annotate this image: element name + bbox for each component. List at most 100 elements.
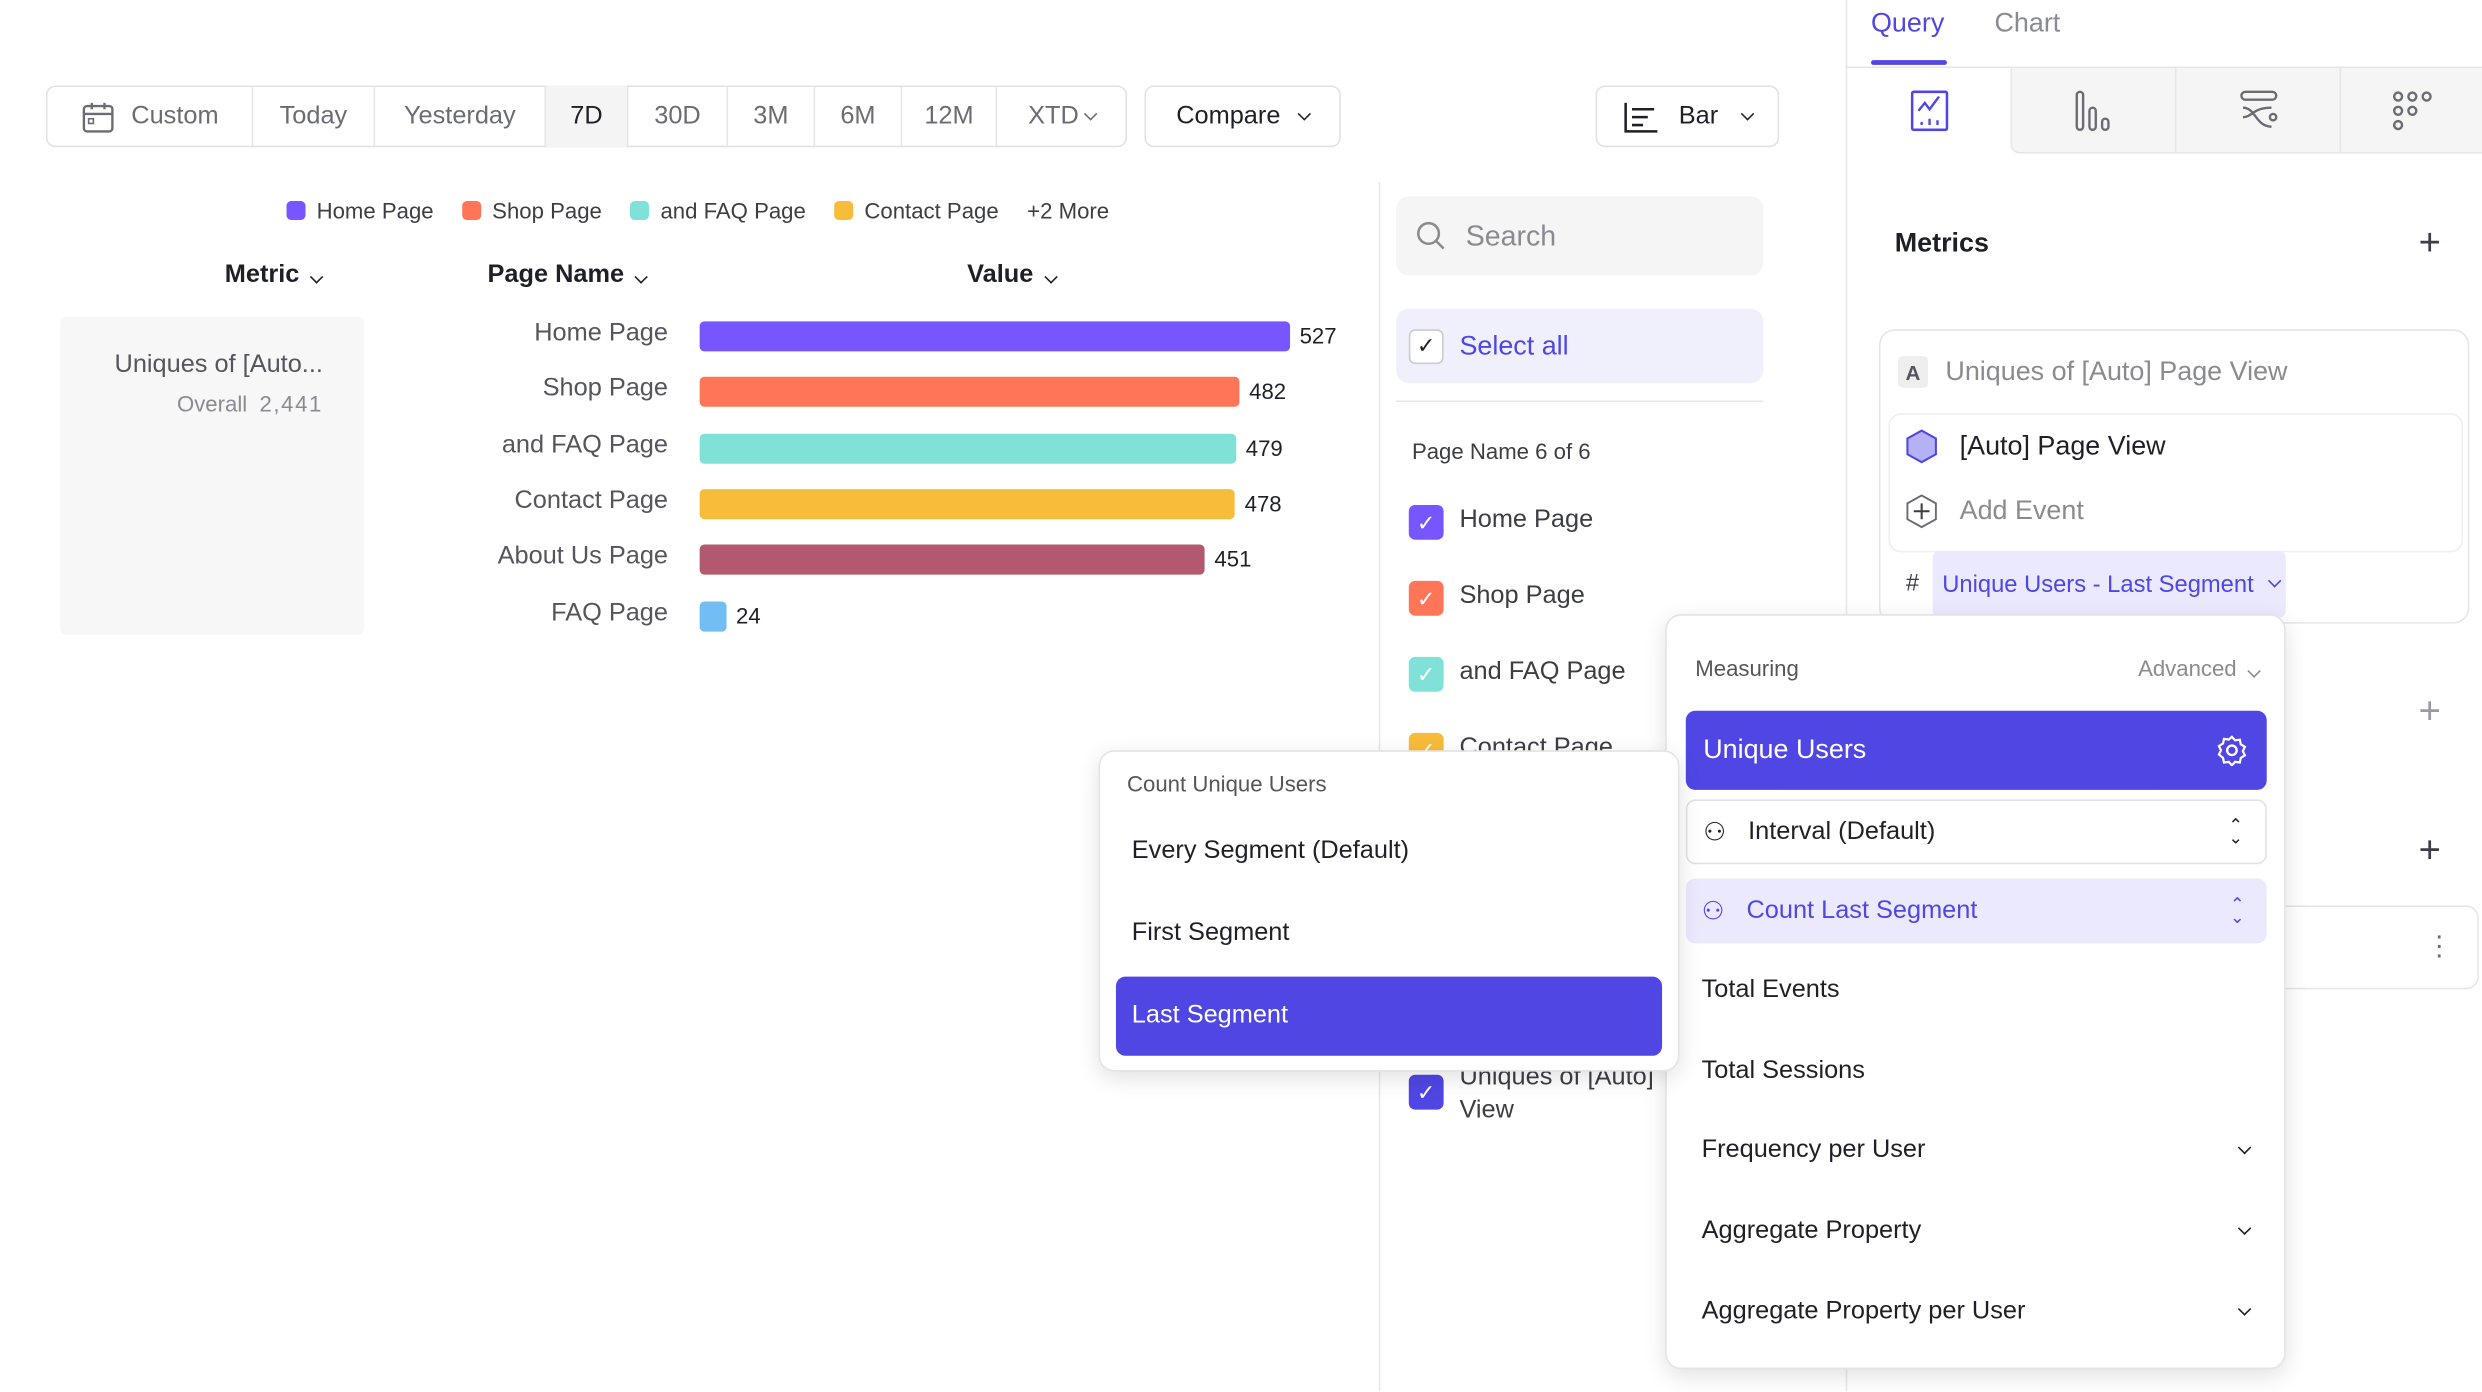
date-12m[interactable]: 12M [900,85,996,148]
bar-category-label: Shop Page [542,375,668,403]
date-xtd[interactable]: XTD [995,85,1126,148]
search-input[interactable]: Search [1396,196,1764,276]
updown-icon: ⌃ ⌄ [2229,895,2245,927]
chevron-down-icon [2237,1140,2252,1155]
bar[interactable] [699,376,1240,407]
add-filter-plus-icon[interactable]: + [2418,690,2441,733]
legend-swatch [462,201,482,221]
tab-chart[interactable]: Chart [1994,7,2061,38]
bar[interactable] [699,489,1236,520]
header-page-name[interactable]: Page Name [487,261,649,289]
bar-value-label: 24 [736,603,761,629]
option-unique-users[interactable]: Unique Users [1685,710,2267,790]
header-label: Metric [224,261,300,289]
interval-label: Interval (Default) [1748,817,1936,845]
bar-chart-horizontal-icon [1623,102,1657,132]
measure-option-expandable[interactable]: Frequency per User [1702,1137,2256,1165]
measure-option-expandable[interactable]: Aggregate Property per User [1702,1298,2256,1326]
add-event-button[interactable]: Add Event [1959,495,2084,526]
filter-checkbox[interactable]: ✓ [1408,1074,1444,1110]
add-breakdown-plus-icon[interactable]: + [2418,829,2441,873]
users-icon: ⚇ [1701,898,1725,926]
metrics-title: Metrics [1894,227,1989,259]
legend-item[interactable]: Contact Page [834,197,999,224]
chevron-down-icon [1044,270,1058,284]
bar[interactable] [699,544,1205,575]
filter-checkbox[interactable]: ✓ [1408,504,1444,540]
measure-chip[interactable]: Unique Users - Last Segment [1932,550,2286,618]
tab-underline [1870,60,1947,65]
header-label: Page Name [487,261,625,289]
legend-more[interactable]: +2 More [1027,197,1110,224]
filter-group-label: Page Name 6 of 6 [1411,438,1591,464]
add-metric-plus-icon[interactable]: + [2418,221,2441,265]
hash-label: # [1905,569,1920,597]
option-last-segment[interactable]: Last Segment [1115,976,1663,1056]
date-6m[interactable]: 6M [813,85,901,148]
measuring-popup: Measuring Advanced Unique Users ⚇ Interva… [1665,614,2286,1370]
legend-swatch [834,201,854,221]
date-30d[interactable]: 30D [626,85,727,148]
view-tab-flows[interactable] [2174,68,2340,154]
bar[interactable] [699,601,727,632]
measure-option[interactable]: Total Sessions [1701,1057,1865,1085]
filter-checkbox[interactable]: ✓ [1408,580,1444,616]
interval-select[interactable]: ⚇ Interval (Default) ⌃ ⌄ [1685,799,2267,865]
view-tab-insights[interactable] [1847,68,2010,153]
header-metric[interactable]: Metric [224,261,324,289]
header-value[interactable]: Value [967,261,1058,289]
count-select[interactable]: ⚇ Count Last Segment ⌃ ⌄ [1685,878,2267,944]
view-tab-funnels[interactable] [2010,68,2175,154]
more-options-icon[interactable]: · · · [2434,919,2445,971]
date-7d[interactable]: 7D [544,85,627,148]
date-today[interactable]: Today [251,85,374,148]
measure-chip-label: Unique Users - Last Segment [1942,570,2254,598]
date-3m[interactable]: 3M [726,85,814,148]
legend-item[interactable]: Shop Page [462,198,602,223]
date-custom[interactable]: Custom [47,85,251,147]
chevron-down-icon [1083,106,1097,120]
bar[interactable] [699,433,1237,464]
bar-category-label: and FAQ Page [501,432,668,460]
chevron-down-icon [634,270,649,284]
advanced-label: Advanced [2138,655,2237,681]
compare-label: Compare [1176,102,1281,130]
metric-title[interactable]: Uniques of [Auto] Page View [1945,356,2288,387]
view-tab-retention[interactable] [2339,68,2482,154]
advanced-toggle[interactable]: Advanced [2138,655,2261,681]
metric-name: Uniques of [Auto... [114,351,323,379]
bar-value-label: 451 [1214,546,1252,572]
legend-item[interactable]: and FAQ Page [630,197,806,224]
date-yesterday[interactable]: Yesterday [373,85,545,148]
option-first-segment[interactable]: First Segment [1131,919,1290,947]
gear-icon[interactable] [2216,734,2248,767]
grid-dots-icon [2392,90,2431,130]
flow-icon [2239,89,2277,128]
bar-category-label: Contact Page [514,487,668,515]
bar[interactable] [699,321,1291,352]
select-all[interactable]: ✓ Select all [1396,308,1764,384]
event-name[interactable]: [Auto] Page View [1959,430,2166,461]
measure-option[interactable]: Total Events [1701,976,1840,1004]
compare-button[interactable]: Compare [1144,85,1341,148]
tab-query[interactable]: Query [1870,7,1945,38]
legend-label: and FAQ Page [660,197,806,224]
event-box: [Auto] Page View Add Event [1888,413,2464,553]
option-every-segment[interactable]: Every Segment (Default) [1131,837,1410,865]
chevron-down-icon [310,270,324,284]
chart-type-button[interactable]: Bar [1595,85,1780,148]
add-event-icon [1906,494,1937,529]
overall-label: Overall [176,390,248,417]
filter-checkbox[interactable]: ✓ [1408,656,1444,692]
divider [1396,400,1764,403]
chart-type-label: Bar [1678,102,1719,130]
select-all-checkbox[interactable]: ✓ [1408,328,1444,364]
measure-option-expandable[interactable]: Aggregate Property [1702,1217,2256,1245]
legend-item[interactable]: Home Page [286,198,434,223]
legend-label: Contact Page [864,197,999,224]
metric-overall: Overall 2,441 [177,391,323,416]
filter-item-label: Home Page [1459,506,1594,534]
bar-category-label: FAQ Page [551,599,668,627]
filter-item-label: and FAQ Page [1459,658,1626,686]
